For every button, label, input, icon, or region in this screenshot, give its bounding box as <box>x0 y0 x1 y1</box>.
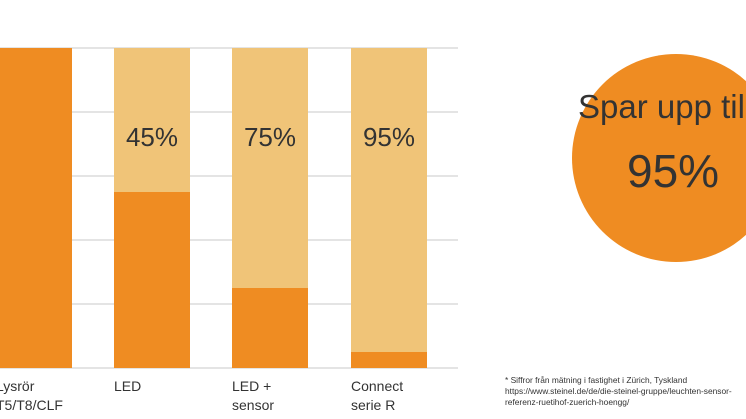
savings-callout-circle <box>572 54 746 262</box>
bar-usage <box>0 48 72 368</box>
bar-usage <box>232 288 308 368</box>
footnote: * Siffror från mätning i fastighet i Zür… <box>505 375 746 408</box>
bar-usage <box>351 352 427 368</box>
category-label: sensor <box>232 397 274 413</box>
bar-saving <box>232 48 308 288</box>
category-label: LED + <box>232 378 271 394</box>
bar-usage <box>114 192 190 368</box>
bar-value-label: 95% <box>363 122 415 152</box>
category-label: T5/T8/CLF <box>0 397 63 413</box>
savings-callout-value: 95% <box>627 145 719 197</box>
category-label: LED <box>114 378 141 394</box>
category-label: Connect <box>351 378 403 394</box>
savings-callout: Spar upp till 95% <box>572 54 746 262</box>
footnote-url-continued: referenz-ruetihof-zuerich-hoengg/ <box>505 397 630 407</box>
category-label: Lysrör <box>0 378 35 394</box>
category-labels: Lysrör T5/T8/CLF LED LED + sensor Connect seri… <box>0 378 403 413</box>
bars <box>0 48 427 368</box>
bar-value-label: 45% <box>126 122 178 152</box>
bar-saving <box>351 48 427 352</box>
savings-callout-text: Spar upp till <box>578 88 746 125</box>
category-label: serie R <box>351 397 395 413</box>
bar-saving <box>114 48 190 192</box>
value-labels: 45% 75% 95% <box>126 122 415 152</box>
footnote-source: * Siffror från mätning i fastighet i Zür… <box>505 375 688 385</box>
bar-value-label: 75% <box>244 122 296 152</box>
footnote-url: https://www.steinel.de/de/die-steinel-gr… <box>505 386 732 396</box>
